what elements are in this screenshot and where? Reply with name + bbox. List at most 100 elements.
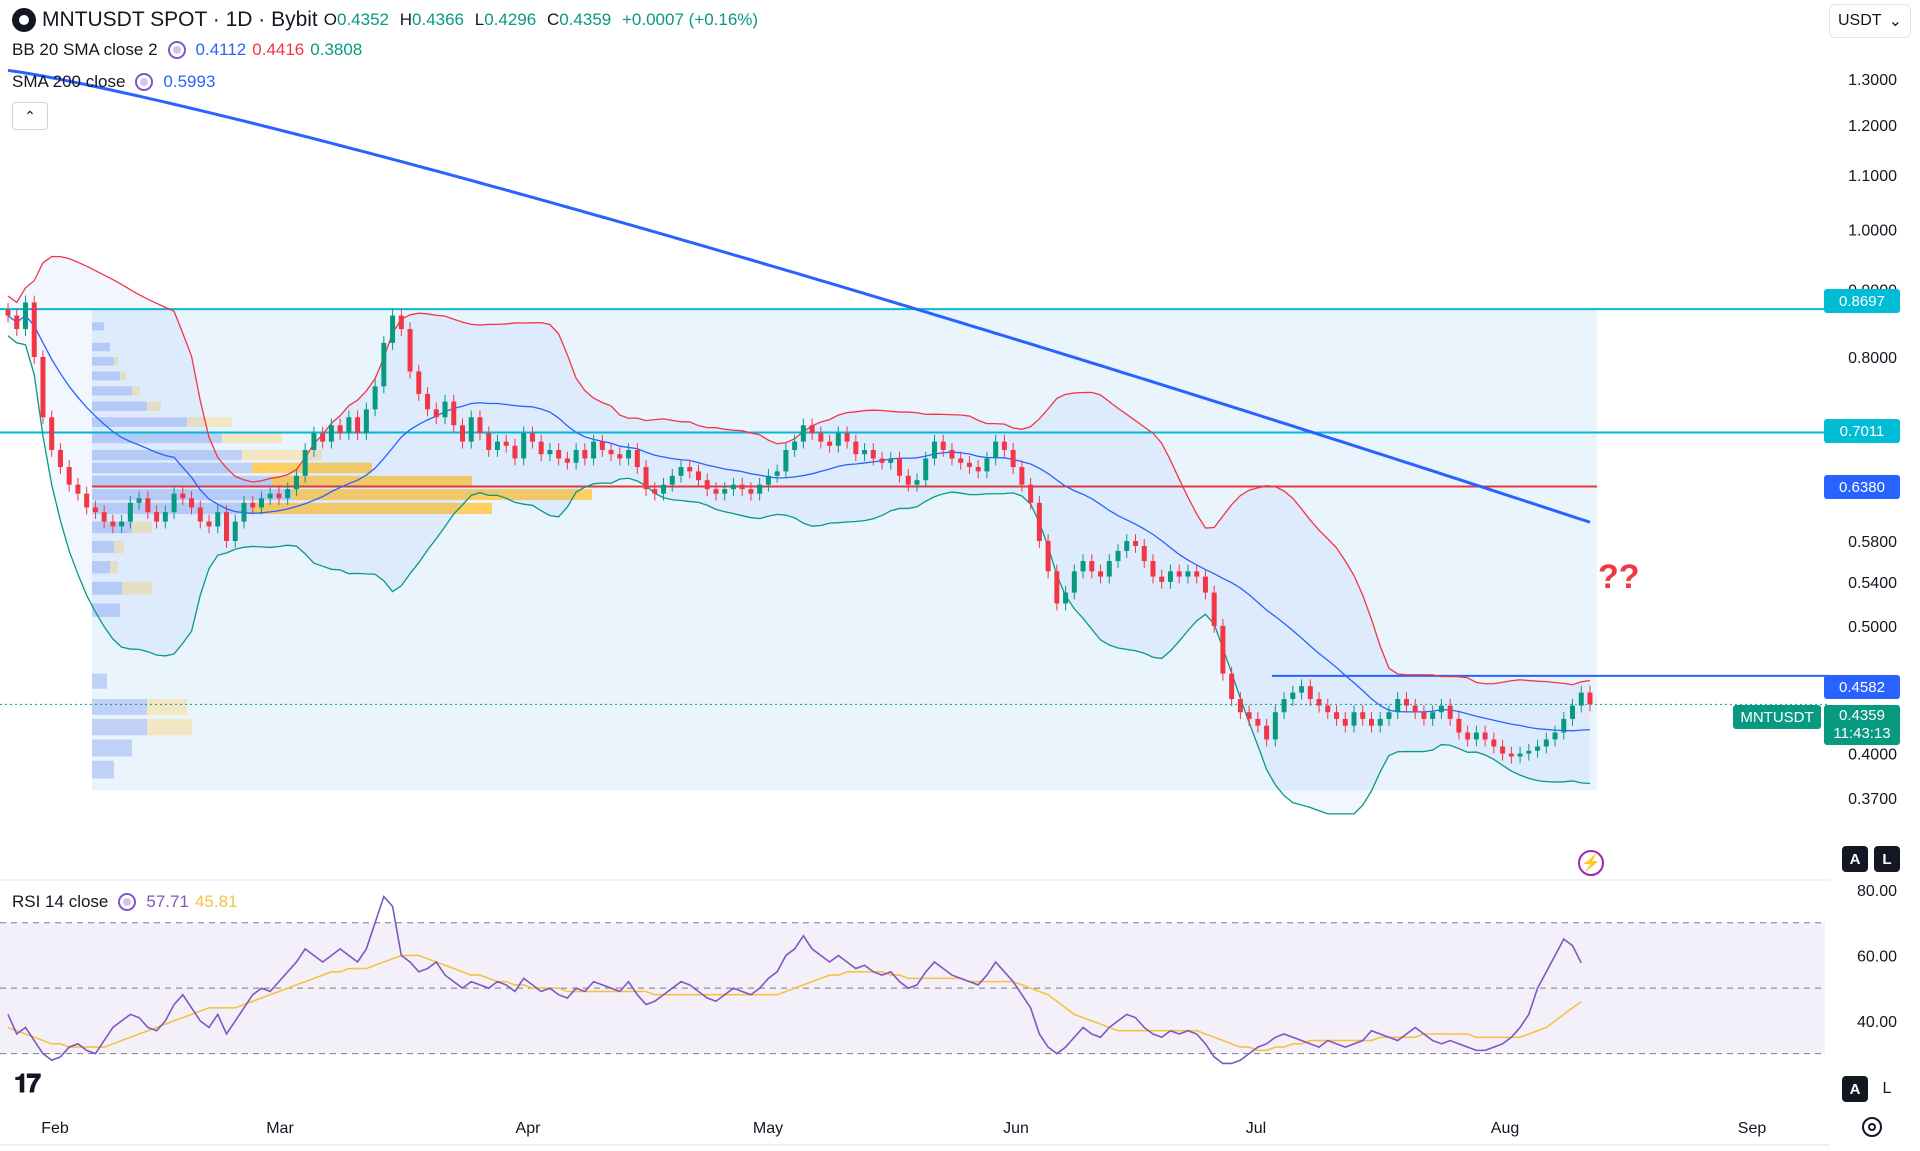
candle	[250, 502, 256, 508]
candle	[1491, 739, 1497, 747]
candle	[1272, 712, 1278, 740]
candle	[407, 329, 413, 372]
candle	[311, 433, 317, 450]
candle	[757, 484, 763, 494]
rsi-auto-scale-button[interactable]: A	[1842, 1076, 1868, 1102]
log-scale-button[interactable]: L	[1874, 846, 1900, 872]
symbol-title[interactable]: MNTUSDT SPOT · 1D · Bybit	[42, 8, 318, 31]
candle	[1438, 705, 1444, 713]
candle	[302, 449, 308, 476]
candle	[276, 493, 282, 499]
price-tick-label: 0.3700	[1848, 791, 1897, 808]
sma-legend[interactable]: SMA 200 close 0.5993	[12, 72, 215, 92]
candle	[1106, 561, 1112, 577]
candle	[189, 498, 195, 508]
auto-scale-button[interactable]: A	[1842, 846, 1868, 872]
price-tag-0458: 0.4582	[1824, 675, 1900, 699]
candle	[1412, 705, 1418, 713]
volume-profile-bar	[92, 386, 132, 396]
candle	[224, 512, 230, 541]
candle	[451, 401, 457, 426]
candle	[258, 498, 264, 508]
candle	[879, 458, 885, 463]
candle	[617, 454, 623, 459]
volume-profile-bar	[132, 521, 152, 534]
bb-lower-value: 0.3808	[310, 40, 363, 59]
price-tag-0869: 0.8697	[1824, 289, 1900, 313]
candle	[110, 521, 116, 527]
collapse-legend-button[interactable]: ⌃	[12, 102, 48, 130]
candle	[372, 386, 378, 410]
candle	[634, 449, 640, 468]
rsi-ma-value: 45.81	[194, 892, 238, 911]
question-marks-annotation[interactable]: ??	[1598, 558, 1640, 596]
time-tick-label: May	[753, 1120, 783, 1137]
candle	[643, 467, 649, 490]
candle	[57, 449, 63, 468]
last-price: 0.4359	[1839, 707, 1885, 724]
rsi-legend[interactable]: RSI 14 close 57.71 45.81	[12, 892, 237, 912]
candle	[84, 493, 90, 508]
volume-profile-bar	[114, 540, 124, 553]
time-tick-label: Mar	[266, 1120, 294, 1137]
candle	[215, 512, 221, 527]
candle	[1080, 561, 1086, 572]
candle	[197, 507, 203, 522]
candle	[661, 484, 667, 494]
candle	[267, 493, 273, 499]
candle	[206, 521, 212, 527]
candle	[783, 449, 789, 472]
candle	[529, 433, 535, 442]
candle	[722, 489, 728, 494]
chevron-up-icon: ⌃	[24, 107, 36, 124]
candle	[1570, 705, 1576, 719]
indicator-settings-icon[interactable]	[118, 893, 137, 911]
candle	[145, 498, 151, 513]
candle	[503, 441, 509, 446]
tradingview-logo-icon: 𝟏𝟕	[14, 1068, 41, 1098]
indicator-settings-icon[interactable]	[135, 73, 154, 91]
candle	[582, 449, 588, 459]
candle	[1010, 449, 1016, 468]
volume-profile-bar	[92, 417, 187, 427]
candle	[669, 475, 675, 485]
volume-profile-bar	[92, 718, 147, 736]
candle	[730, 484, 736, 490]
candle	[119, 521, 125, 527]
bb-basis-line	[7, 314, 1591, 732]
volume-profile-bar	[147, 401, 161, 411]
bar-countdown: 11:43:13	[1833, 725, 1891, 742]
candle	[22, 302, 28, 330]
price-tick-label: 0.5400	[1848, 575, 1897, 592]
currency-select[interactable]: USDT ⌄	[1829, 4, 1911, 38]
candle	[1500, 746, 1506, 754]
price-tag-0638: 0.6380	[1824, 475, 1900, 499]
time-tick-label: Apr	[516, 1120, 542, 1137]
flash-icon[interactable]: ⚡	[1578, 850, 1604, 876]
candle	[626, 449, 632, 459]
candle	[993, 441, 999, 459]
candle	[687, 467, 693, 472]
candle	[1508, 753, 1514, 757]
volume-profile-bar	[222, 433, 282, 444]
gear-icon[interactable]	[1862, 1117, 1882, 1137]
symbol-legend: MNTUSDT SPOT · 1D · Bybit O0.4352 H0.436…	[12, 8, 758, 32]
candle	[870, 449, 876, 459]
volume-profile-bar	[252, 462, 372, 474]
indicator-settings-icon[interactable]	[167, 41, 186, 59]
bb-legend[interactable]: BB 20 SMA close 2 0.4112 0.4416 0.3808	[12, 40, 362, 60]
bb-upper-line	[7, 255, 1591, 686]
candle	[827, 441, 833, 446]
candle	[390, 315, 396, 343]
candle	[1098, 571, 1104, 577]
candle	[1473, 732, 1479, 740]
rsi-log-scale-button[interactable]: L	[1882, 1080, 1892, 1097]
candle	[905, 475, 911, 485]
candle	[14, 315, 20, 330]
candle	[1535, 746, 1541, 751]
volume-profile-bar	[92, 475, 272, 487]
candle	[564, 458, 570, 463]
price-tick-label: 1.0000	[1848, 222, 1897, 239]
candle	[1229, 673, 1235, 700]
